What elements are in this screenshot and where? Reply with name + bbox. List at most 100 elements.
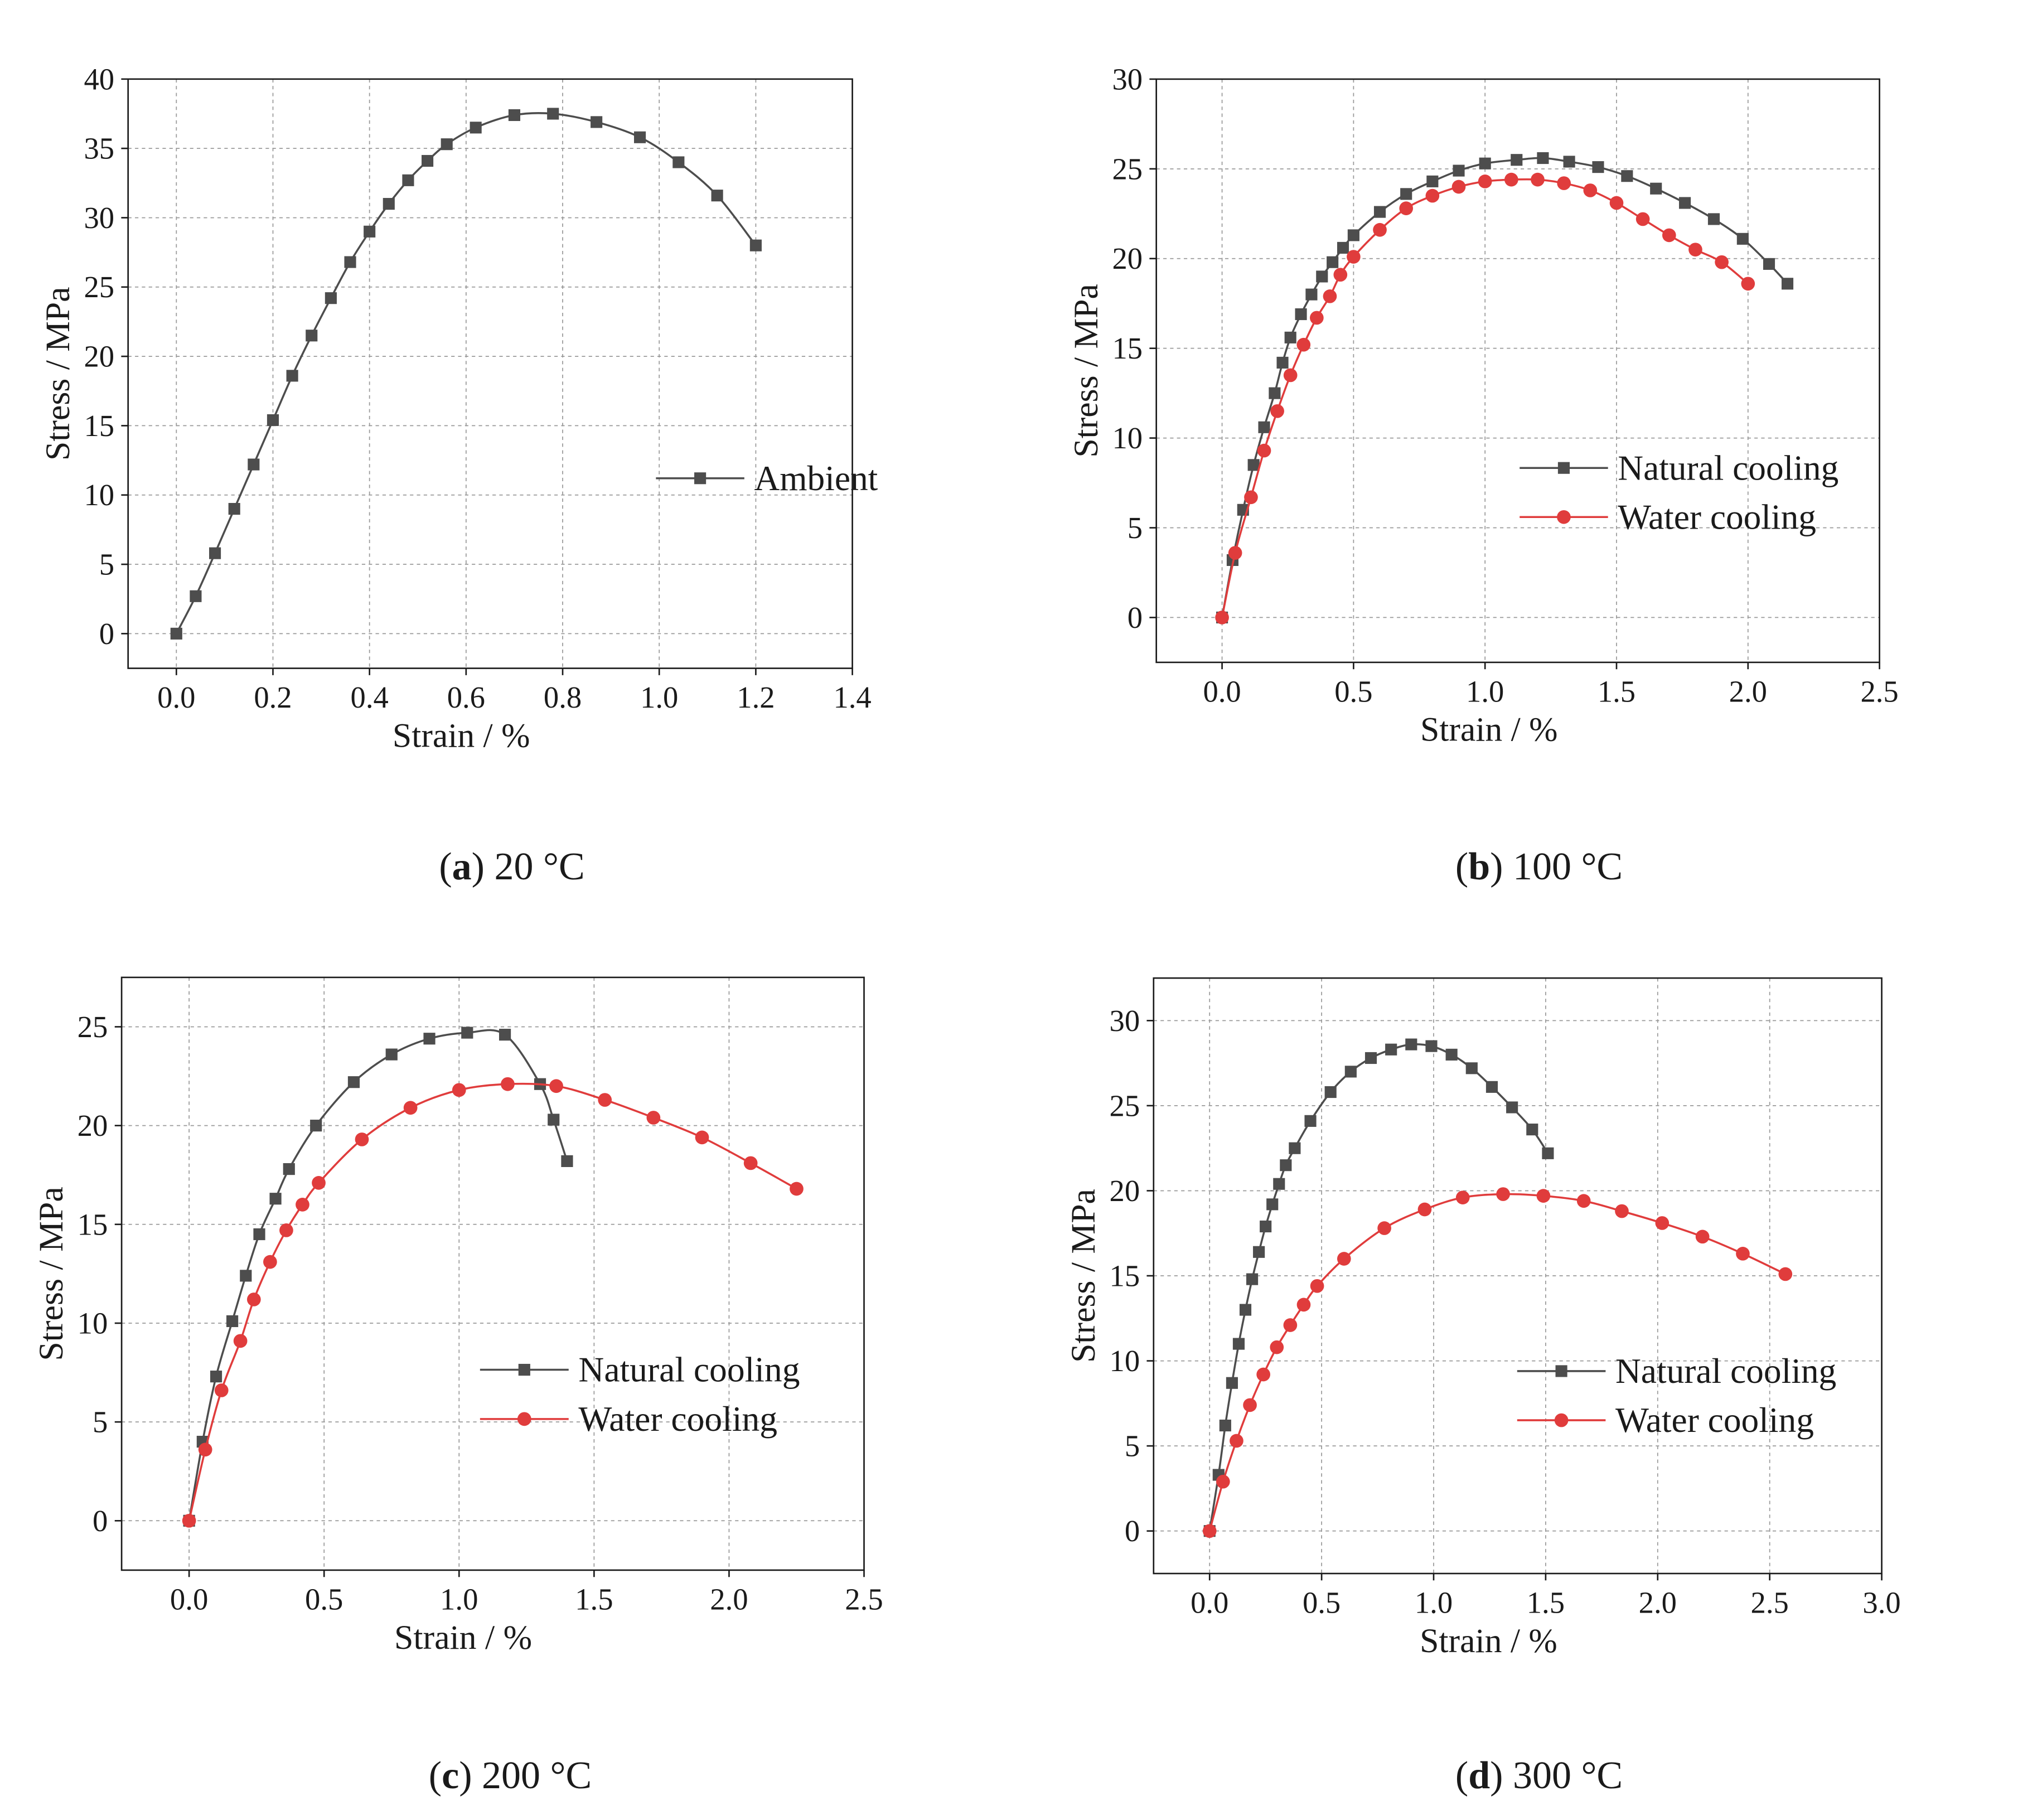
plot-frame-b bbox=[1155, 78, 1880, 664]
x-tick-label-c-5: 2.5 bbox=[845, 1582, 883, 1616]
data-point-b-0-4 bbox=[1258, 421, 1270, 433]
caption-b: (b) 100 °C bbox=[1455, 845, 1623, 888]
series-c-1 bbox=[182, 1077, 804, 1528]
data-point-b-1-9 bbox=[1333, 268, 1348, 282]
data-point-b-0-19 bbox=[1511, 154, 1523, 166]
data-point-b-0-27 bbox=[1736, 233, 1749, 245]
data-point-c-1-18 bbox=[790, 1182, 804, 1196]
data-point-b-1-21 bbox=[1635, 212, 1650, 226]
x-tick-label-c-4: 2.0 bbox=[710, 1582, 748, 1616]
data-point-b-1-24 bbox=[1715, 255, 1729, 269]
x-tick-label-d-2: 1.0 bbox=[1415, 1585, 1453, 1619]
data-point-c-0-4 bbox=[240, 1270, 252, 1282]
x-axis-label-a: Strain / % bbox=[393, 717, 530, 754]
x-tick-label-d-1: 0.5 bbox=[1303, 1585, 1341, 1619]
caption-c-text: 200 °C bbox=[482, 1754, 592, 1797]
x-tick-label-b-0: 0.0 bbox=[1203, 674, 1241, 708]
y-tick-label-b-3: 15 bbox=[1112, 331, 1143, 365]
data-point-b-1-4 bbox=[1270, 404, 1284, 418]
series-line-c-1 bbox=[188, 1082, 797, 1521]
caption-b-letter: b bbox=[1468, 845, 1491, 888]
caption-a-letter: a bbox=[452, 845, 472, 888]
caption-b-text: 100 °C bbox=[1512, 845, 1623, 888]
data-point-b-0-28 bbox=[1763, 258, 1775, 270]
legend-a: Ambient bbox=[656, 459, 878, 498]
x-tick-label-a-3: 0.6 bbox=[447, 680, 485, 714]
y-tick-label-d-4: 20 bbox=[1110, 1174, 1140, 1208]
data-point-a-0-5 bbox=[267, 414, 279, 427]
data-point-a-0-2 bbox=[209, 547, 221, 559]
x-tick-label-d-0: 0.0 bbox=[1191, 1585, 1228, 1619]
x-tick-label-a-1: 0.2 bbox=[254, 680, 292, 714]
plot-frame-a bbox=[127, 78, 853, 669]
y-tick-label-a-0: 0 bbox=[99, 617, 114, 651]
data-point-d-0-14 bbox=[1324, 1086, 1337, 1098]
data-point-a-0-1 bbox=[190, 590, 202, 602]
data-point-b-0-14 bbox=[1373, 206, 1386, 218]
data-point-d-1-0 bbox=[1202, 1524, 1217, 1538]
data-point-a-0-13 bbox=[422, 154, 434, 167]
data-point-b-0-24 bbox=[1650, 182, 1662, 195]
legend-label-b-0: Natural cooling bbox=[1618, 448, 1838, 487]
data-point-b-0-8 bbox=[1295, 308, 1307, 321]
data-point-c-0-7 bbox=[283, 1163, 295, 1175]
data-point-d-1-17 bbox=[1655, 1216, 1670, 1230]
x-tick-label-a-7: 1.4 bbox=[833, 680, 871, 714]
legend-marker-d-1 bbox=[1554, 1413, 1569, 1427]
data-point-d-1-20 bbox=[1778, 1267, 1793, 1281]
data-point-b-1-25 bbox=[1741, 277, 1755, 291]
y-tick-label-a-4: 20 bbox=[84, 340, 114, 374]
x-tick-label-a-4: 0.8 bbox=[544, 680, 582, 714]
y-tick-label-a-5: 25 bbox=[84, 270, 114, 304]
y-axis-label-a: Stress / MPa bbox=[39, 287, 77, 461]
y-tick-label-a-7: 35 bbox=[84, 132, 114, 166]
data-point-a-0-22 bbox=[749, 239, 762, 251]
y-tick-label-c-1: 5 bbox=[93, 1405, 108, 1439]
plot-frame-d bbox=[1153, 977, 1883, 1575]
series-line-d-0 bbox=[1208, 1043, 1549, 1531]
data-point-b-0-25 bbox=[1679, 197, 1691, 209]
caption-a: (a) 20 °C bbox=[439, 845, 585, 888]
data-point-c-0-15 bbox=[548, 1114, 560, 1126]
y-tick-label-b-6: 30 bbox=[1112, 62, 1143, 96]
data-point-a-0-8 bbox=[325, 292, 337, 304]
data-point-a-0-3 bbox=[228, 503, 240, 515]
data-point-c-1-15 bbox=[646, 1111, 661, 1125]
legend-c: Natural cooling Water cooling bbox=[480, 1350, 800, 1439]
data-point-a-0-16 bbox=[508, 109, 521, 122]
x-tick-label-c-0: 0.0 bbox=[170, 1582, 208, 1616]
series-d-1 bbox=[1202, 1187, 1793, 1538]
series-a-0 bbox=[170, 108, 762, 640]
legend-marker-b-1 bbox=[1557, 510, 1571, 524]
legend-label-a-0: Ambient bbox=[754, 459, 878, 498]
caption-d-letter: d bbox=[1468, 1754, 1491, 1797]
data-point-b-0-6 bbox=[1276, 356, 1289, 369]
data-point-b-1-14 bbox=[1451, 180, 1466, 194]
y-tick-label-c-0: 0 bbox=[93, 1504, 108, 1538]
data-point-d-1-8 bbox=[1310, 1279, 1324, 1293]
legend-marker-b-0 bbox=[1557, 462, 1570, 474]
data-point-d-0-22 bbox=[1485, 1081, 1498, 1093]
x-tick-label-a-2: 0.4 bbox=[351, 680, 389, 714]
data-point-d-0-4 bbox=[1232, 1338, 1245, 1350]
data-point-a-0-20 bbox=[672, 156, 685, 168]
data-point-b-1-18 bbox=[1557, 176, 1571, 190]
data-point-b-1-6 bbox=[1296, 337, 1311, 352]
data-point-d-1-16 bbox=[1615, 1204, 1629, 1218]
y-tick-label-d-3: 15 bbox=[1110, 1259, 1140, 1293]
data-point-b-0-15 bbox=[1400, 188, 1412, 200]
legend-marker-c-0 bbox=[518, 1363, 530, 1376]
data-point-b-0-17 bbox=[1453, 164, 1465, 177]
data-point-a-0-6 bbox=[286, 370, 298, 382]
data-point-d-1-11 bbox=[1417, 1202, 1432, 1217]
data-point-d-0-21 bbox=[1465, 1062, 1478, 1074]
y-tick-label-b-1: 5 bbox=[1128, 511, 1143, 545]
caption-d-text: 300 °C bbox=[1512, 1754, 1623, 1797]
data-point-c-1-7 bbox=[296, 1197, 309, 1212]
data-point-d-1-10 bbox=[1377, 1221, 1391, 1235]
y-tick-label-c-4: 20 bbox=[78, 1109, 108, 1143]
data-point-d-1-5 bbox=[1270, 1340, 1284, 1354]
legend-label-c-1: Water cooling bbox=[578, 1399, 777, 1439]
data-point-b-1-13 bbox=[1425, 188, 1440, 203]
chart-panel-d: 0.0 0.5 1.0 1.5 2.0 2.5 3.0 0 5 10 15 20 25 30 Strain … bbox=[1064, 977, 1901, 1660]
